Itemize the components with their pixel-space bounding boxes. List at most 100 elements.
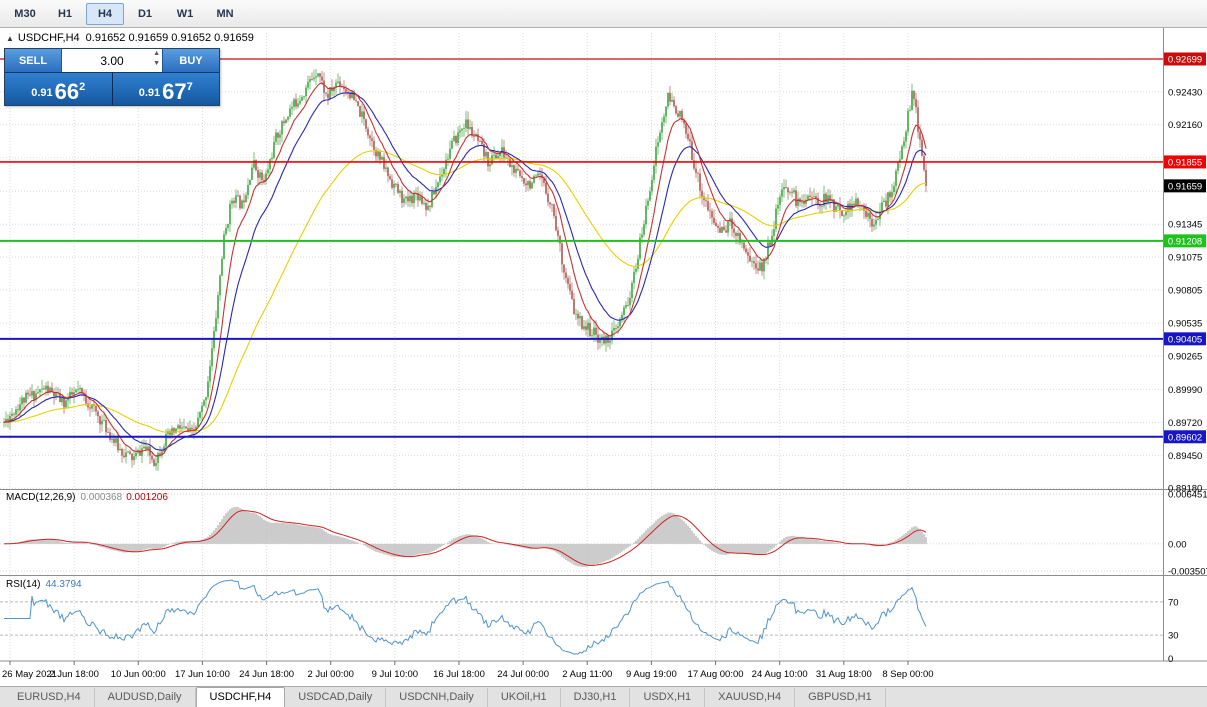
volume-value: 3.00 <box>100 53 124 68</box>
buy-button[interactable]: BUY <box>162 49 219 72</box>
chart-title: ▲ USDCHF,H4 0.91652 0.91659 0.91652 0.9165… <box>6 32 254 44</box>
moving-average-lines <box>3 82 927 457</box>
svg-text:70: 70 <box>1168 597 1179 608</box>
sell-price-pip: 2 <box>79 81 86 93</box>
svg-text:0.92699: 0.92699 <box>1168 54 1202 65</box>
svg-text:0.006451: 0.006451 <box>1168 490 1207 501</box>
one-click-trading-panel: SELL 3.00 ▲ ▼ BUY 0.91 66 2 0.91 67 7 <box>4 48 220 106</box>
chart-tab-gbpusd-h1[interactable]: GBPUSD,H1 <box>795 688 886 707</box>
chart-tab-eurusd-h4[interactable]: EURUSD,H4 <box>4 688 95 707</box>
candlestick-series <box>3 68 927 472</box>
timeframe-button-w1[interactable]: W1 <box>176 7 194 20</box>
volume-down-icon[interactable]: ▼ <box>153 60 160 67</box>
svg-text:10 Jun 00:00: 10 Jun 00:00 <box>111 669 166 680</box>
timeframe-button-h4[interactable]: H4 <box>86 2 124 25</box>
svg-text:30: 30 <box>1168 631 1179 642</box>
chart-tab-xauusd-h4[interactable]: XAUUSD,H4 <box>705 688 796 707</box>
macd-histogram <box>5 506 927 568</box>
svg-text:9 Jul 10:00: 9 Jul 10:00 <box>372 669 418 680</box>
timeframe-button-m30[interactable]: M30 <box>14 7 36 20</box>
chart-tab-dj30-h1[interactable]: DJ30,H1 <box>561 688 631 707</box>
svg-text:24 Aug 10:00: 24 Aug 10:00 <box>752 669 808 680</box>
svg-text:0.89450: 0.89450 <box>1168 451 1202 462</box>
timeframe-button-h1[interactable]: H1 <box>57 7 73 20</box>
macd-main-value: 0.000368 <box>80 492 123 503</box>
rsi-value: 44.3794 <box>45 579 82 590</box>
rsi-name: RSI(14) <box>6 579 41 590</box>
buy-price-display[interactable]: 0.91 67 7 <box>113 73 220 105</box>
collapse-panel-icon[interactable]: ▲ <box>6 34 14 43</box>
svg-text:0.92160: 0.92160 <box>1168 120 1202 131</box>
timeframe-button-mn[interactable]: MN <box>216 7 234 20</box>
chart-tab-bar: EURUSD,H4 AUDUSD,Daily USDCHF,H4 USDCAD,Dai… <box>0 686 1207 707</box>
macd-signal-line <box>3 510 927 567</box>
svg-text:2 Aug 11:00: 2 Aug 11:00 <box>562 669 612 680</box>
chart-tab-usdx-h1[interactable]: USDX,H1 <box>630 688 706 707</box>
svg-text:8 Sep 00:00: 8 Sep 00:00 <box>882 669 933 680</box>
current-price-badge: 0.91659 <box>1164 179 1206 193</box>
svg-text:0.90265: 0.90265 <box>1168 351 1202 362</box>
chart-tab-usdcad-daily[interactable]: USDCAD,Daily <box>285 688 387 707</box>
chart-tab-audusd-daily[interactable]: AUDUSD,Daily <box>95 688 196 707</box>
horizontal-lines <box>0 58 1163 438</box>
svg-text:0.00: 0.00 <box>1168 539 1187 550</box>
price-badge-0.90405: 0.90405 <box>1164 332 1206 346</box>
chart-canvas[interactable]: 0.92430 0.92160 0.91345 0.91075 0.90805 0.905… <box>0 28 1207 686</box>
svg-text:31 Aug 18:00: 31 Aug 18:00 <box>816 669 872 680</box>
timeframe-toolbar: M30 H1 H4 D1 W1 MN <box>0 0 1207 28</box>
ohlc-values: 0.91652 0.91659 0.91652 0.91659 <box>85 32 254 44</box>
price-badge-0.91855: 0.91855 <box>1164 155 1206 169</box>
svg-text:17 Aug 00:00: 17 Aug 00:00 <box>688 669 744 680</box>
svg-text:0.91075: 0.91075 <box>1168 253 1202 264</box>
chart-tab-ukoil-h1[interactable]: UKOil,H1 <box>488 688 561 707</box>
sell-price-base: 0.91 <box>31 87 53 99</box>
rsi-line <box>4 579 927 655</box>
sell-button[interactable]: SELL <box>5 49 62 72</box>
timeframe-button-d1[interactable]: D1 <box>137 7 153 20</box>
svg-text:0.91855: 0.91855 <box>1168 157 1202 168</box>
buy-price-base: 0.91 <box>138 87 161 99</box>
svg-text:0.91345: 0.91345 <box>1168 220 1202 231</box>
buy-price-big: 67 <box>162 79 187 105</box>
chart-tab-usdcnh-daily[interactable]: USDCNH,Daily <box>386 688 488 707</box>
chart-window: 0.92430 0.92160 0.91345 0.91075 0.90805 0.905… <box>0 28 1207 686</box>
svg-text:0.89720: 0.89720 <box>1168 418 1202 429</box>
svg-text:0.91208: 0.91208 <box>1168 236 1202 247</box>
volume-up-icon[interactable]: ▲ <box>153 50 160 57</box>
rsi-indicator-label: RSI(14) 44.3794 <box>6 579 82 590</box>
svg-text:0.90535: 0.90535 <box>1168 318 1202 329</box>
svg-text:0.89180: 0.89180 <box>1168 484 1202 495</box>
buy-price-pip: 7 <box>186 81 193 93</box>
ma-line-10 <box>3 82 927 457</box>
symbol-period-label: USDCHF,H4 <box>17 32 80 44</box>
rsi-level-lines <box>0 601 1163 636</box>
price-badge-0.92699: 0.92699 <box>1164 52 1206 66</box>
macd-name: MACD(12,26,9) <box>6 492 76 503</box>
svg-text:26 May 2021: 26 May 2021 <box>2 669 57 680</box>
svg-text:0.91659: 0.91659 <box>1168 181 1202 192</box>
svg-text:0.90405: 0.90405 <box>1168 334 1202 345</box>
svg-text:0: 0 <box>1168 654 1173 665</box>
price-divider <box>111 73 113 105</box>
svg-text:2 Jul 00:00: 2 Jul 00:00 <box>307 669 353 680</box>
price-scale[interactable]: 0.92430 0.92160 0.91345 0.91075 0.90805 0.905… <box>1164 52 1206 495</box>
price-badge-0.91208: 0.91208 <box>1164 234 1206 248</box>
sell-price-display[interactable]: 0.91 66 2 <box>5 73 112 105</box>
svg-text:2 Jun 18:00: 2 Jun 18:00 <box>49 669 99 680</box>
volume-input[interactable]: 3.00 ▲ ▼ <box>62 49 162 72</box>
svg-text:-0.003507: -0.003507 <box>1168 567 1207 578</box>
svg-text:16 Jul 18:00: 16 Jul 18:00 <box>433 669 485 680</box>
ma-line-22 <box>3 92 927 451</box>
svg-text:17 Jun 10:00: 17 Jun 10:00 <box>175 669 230 680</box>
macd-signal-value: 0.001206 <box>126 492 168 503</box>
svg-text:0.90805: 0.90805 <box>1168 286 1202 297</box>
sell-price-big: 66 <box>54 79 80 105</box>
ma-line-72 <box>3 150 927 433</box>
svg-text:0.92430: 0.92430 <box>1168 87 1202 98</box>
indicator-scales: 0.006451 0.00 -0.003507 70 30 0 <box>1168 490 1207 666</box>
macd-indicator-label: MACD(12,26,9) 0.000368 0.001206 <box>6 492 168 503</box>
price-badge-0.89602: 0.89602 <box>1164 430 1206 444</box>
chart-tab-usdchf-h4[interactable]: USDCHF,H4 <box>195 687 286 707</box>
svg-text:0.89990: 0.89990 <box>1168 385 1202 396</box>
